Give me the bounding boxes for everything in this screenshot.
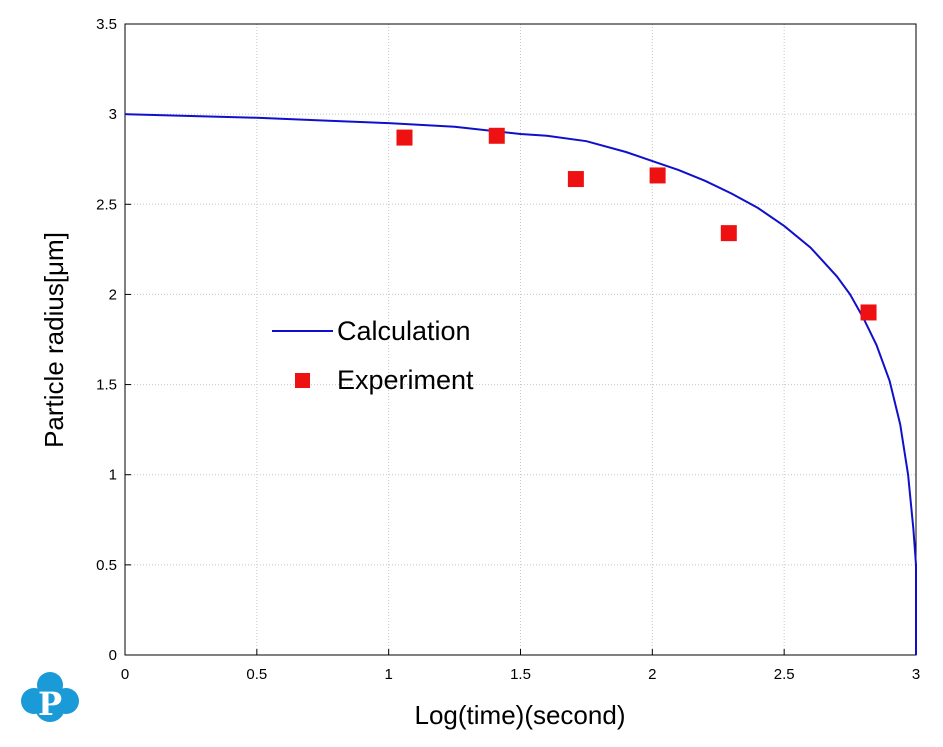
y-tick-label: 1.5	[96, 377, 117, 394]
series-line-calculation	[124, 113, 917, 655]
experiment-point	[488, 127, 505, 144]
logo-letter: P	[38, 685, 62, 723]
y-tick-label: 1	[109, 467, 117, 484]
x-tick-label: 1	[384, 666, 392, 683]
x-tick-label: 1.5	[510, 666, 531, 683]
legend: Calculation Experiment	[272, 316, 474, 395]
series-layer	[124, 113, 917, 655]
axis-ticks: 0 0.5 1 1.5 2 2.5 3 0 0.5 1 1.5 2 2.5 3 3.5	[96, 16, 920, 683]
y-tick-label: 3	[109, 106, 117, 123]
experiment-point	[396, 129, 413, 146]
experiment-point	[649, 167, 666, 184]
x-tick-label: 0	[121, 666, 129, 683]
experiment-point	[720, 225, 737, 242]
x-axis-title: Log(time)(second)	[415, 700, 626, 730]
y-tick-label: 2	[109, 286, 117, 303]
experiment-point	[567, 171, 584, 188]
logo-p-icon: P	[21, 672, 79, 723]
y-tick-label: 2.5	[96, 196, 117, 213]
x-tick-label: 2.5	[774, 666, 795, 683]
x-tick-label: 3	[912, 666, 920, 683]
grid	[124, 23, 917, 656]
y-tick-label: 3.5	[96, 16, 117, 33]
y-tick-label: 0	[109, 647, 117, 664]
x-tick-label: 0.5	[246, 666, 267, 683]
legend-experiment-marker	[295, 373, 310, 388]
x-tick-label: 2	[648, 666, 656, 683]
legend-experiment-label: Experiment	[337, 365, 474, 395]
y-tick-label: 0.5	[96, 557, 117, 574]
y-axis-title: Particle radius[μm]	[39, 232, 69, 448]
experiment-point	[860, 304, 877, 321]
legend-calculation-label: Calculation	[337, 316, 471, 346]
